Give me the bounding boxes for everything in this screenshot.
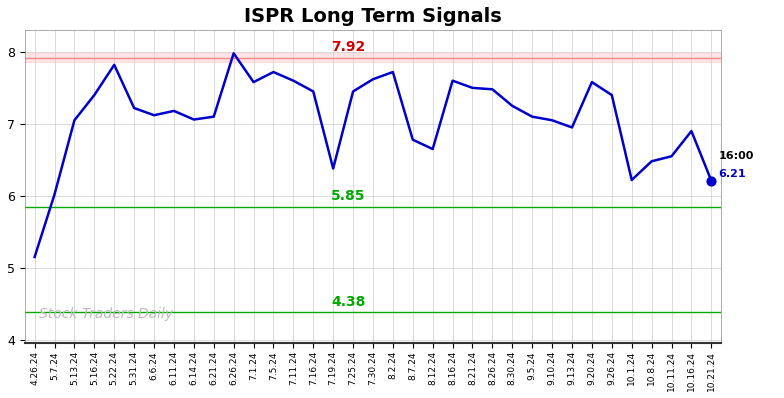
Text: 4.38: 4.38 [331,295,365,309]
Title: ISPR Long Term Signals: ISPR Long Term Signals [244,7,502,26]
Text: 6.21: 6.21 [718,169,746,179]
Bar [24,53,721,62]
Text: 16:00: 16:00 [718,151,753,161]
Text: 5.85: 5.85 [331,189,365,203]
Text: Stock Traders Daily: Stock Traders Daily [38,308,172,322]
Text: 7.92: 7.92 [331,40,365,54]
Point [705,178,717,184]
